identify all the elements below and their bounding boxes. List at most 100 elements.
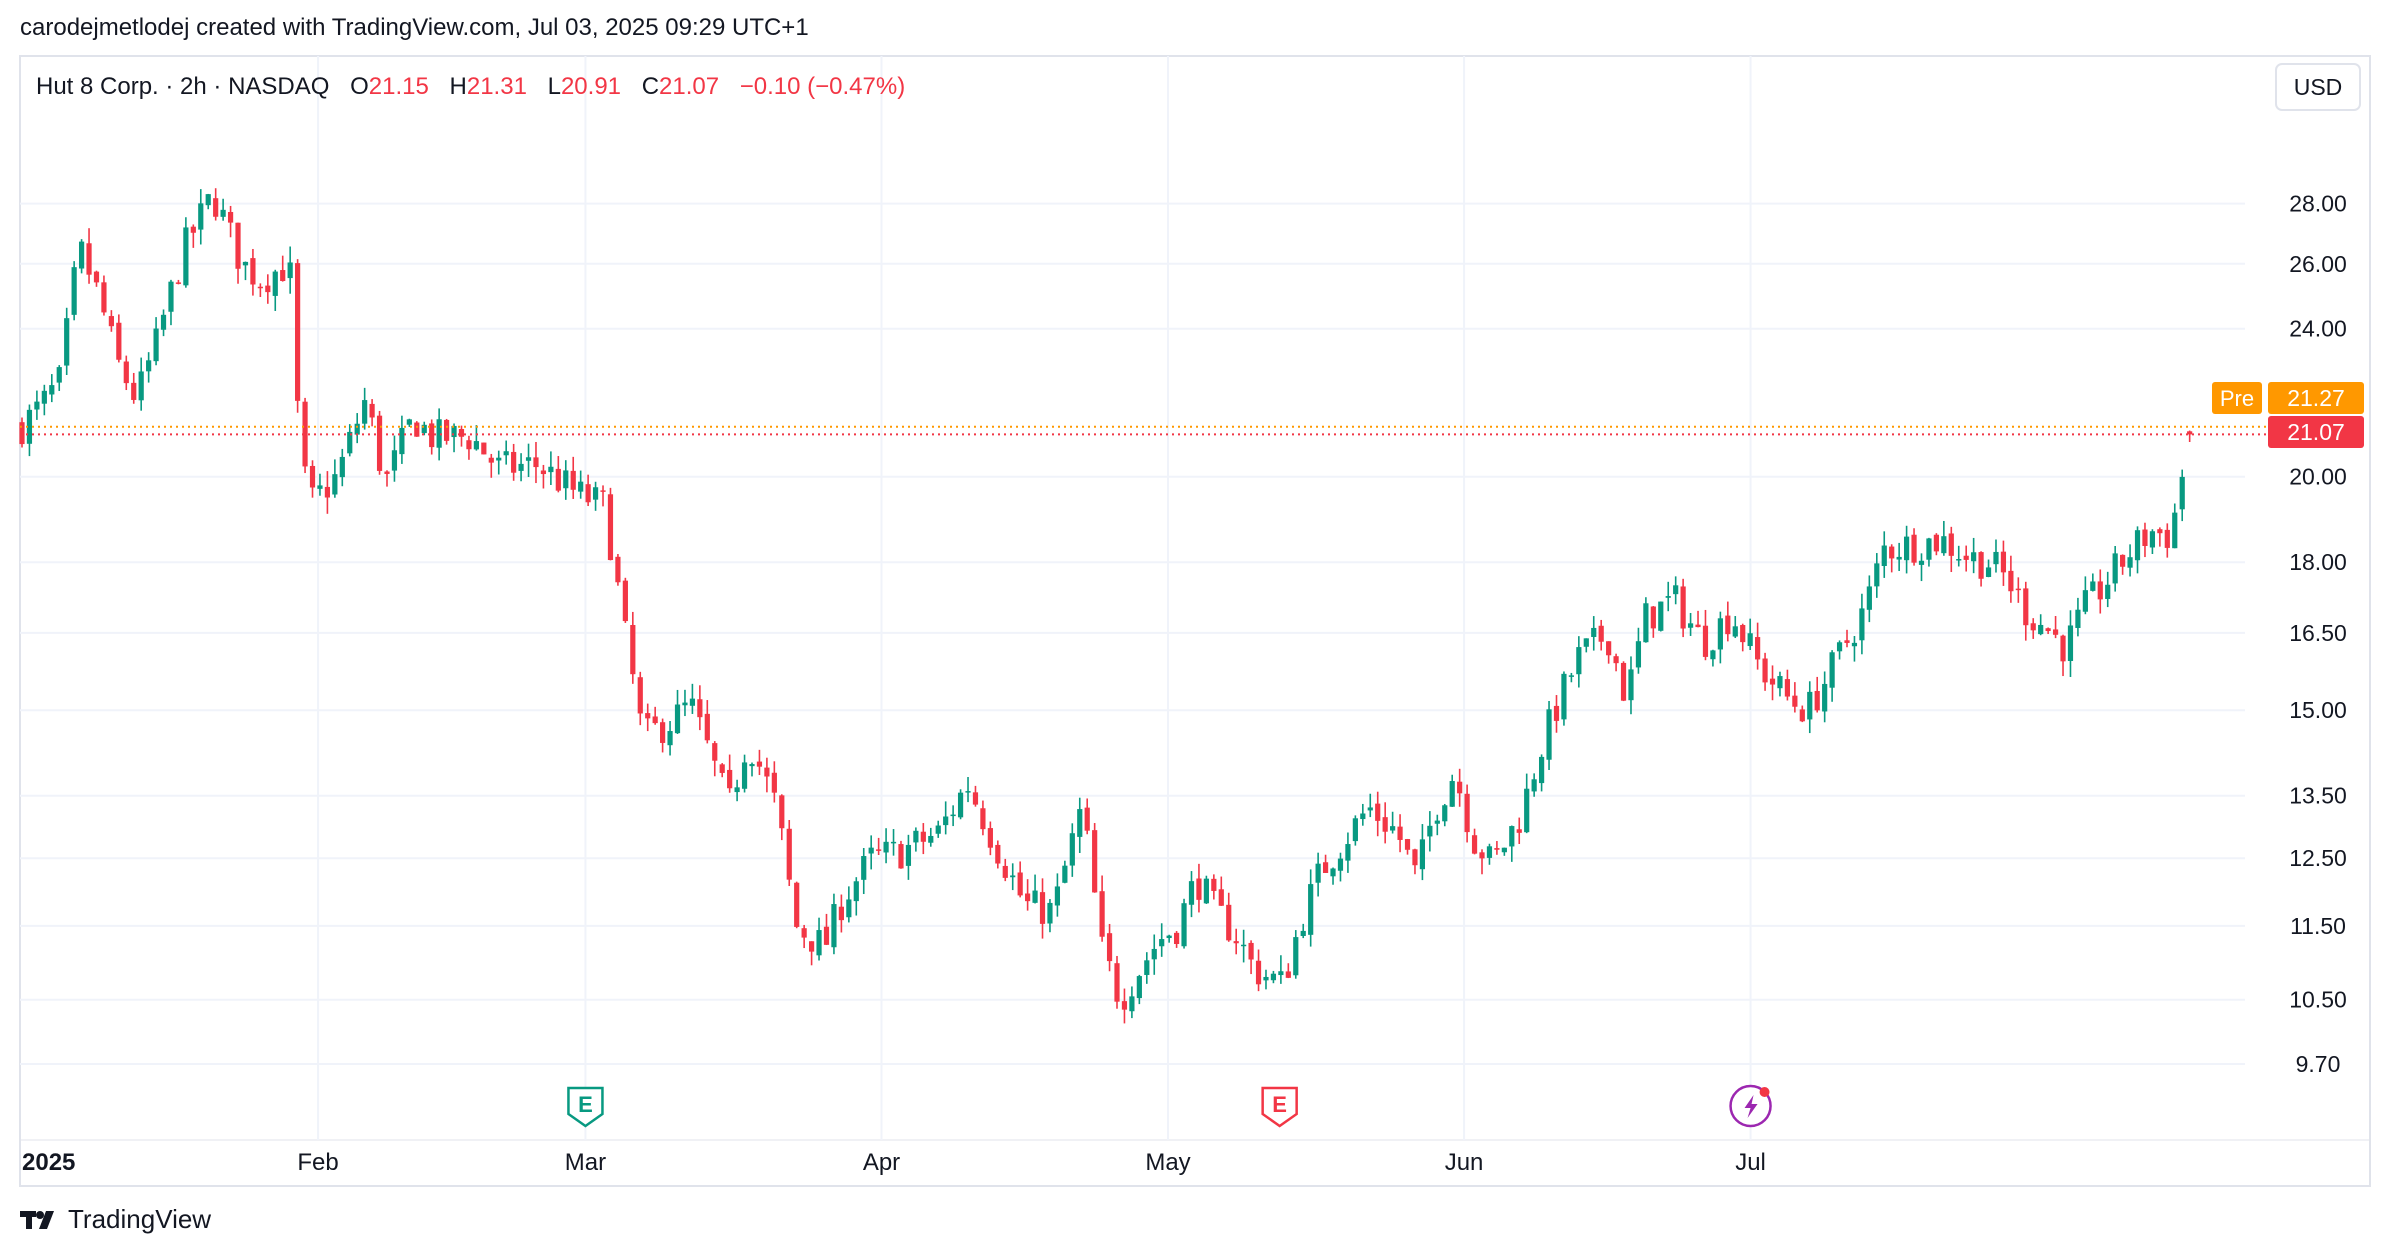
candle — [198, 189, 204, 245]
candle — [1978, 551, 1984, 587]
candle — [935, 820, 941, 838]
candle — [779, 794, 785, 841]
legend: Hut 8 Corp. · 2h · NASDAQ O21.15 H21.31 … — [36, 73, 905, 100]
candle — [533, 441, 539, 484]
candle — [794, 881, 800, 929]
candle — [1933, 533, 1939, 556]
candle — [1501, 847, 1507, 856]
candle — [861, 847, 867, 895]
candle — [950, 805, 956, 827]
candle — [1583, 638, 1589, 653]
candle — [1106, 923, 1113, 972]
candle — [1352, 815, 1358, 846]
candle — [190, 224, 196, 248]
candle — [250, 248, 256, 296]
last-price-value: 21.07 — [2287, 419, 2345, 445]
candle — [1971, 537, 1977, 574]
candle — [78, 239, 85, 274]
flash-event-icon[interactable] — [1729, 1084, 1772, 1128]
candle — [116, 314, 122, 363]
candle — [1025, 879, 1031, 911]
candle — [592, 481, 599, 511]
candle — [1941, 520, 1947, 556]
candle — [1300, 923, 1306, 939]
chart-caption: carodejmetlodej created with TradingView… — [20, 14, 809, 41]
tradingview-logo-icon — [20, 1210, 54, 1229]
candle — [2112, 545, 2118, 592]
candle — [235, 222, 241, 284]
candle — [1874, 553, 1880, 598]
y-tick-label: 18.00 — [2289, 549, 2347, 575]
x-tick-label: Mar — [565, 1149, 606, 1176]
earnings-event-icon[interactable]: E — [567, 1086, 604, 1128]
currency-button[interactable]: USD — [2275, 63, 2361, 111]
candle — [808, 941, 815, 966]
candle — [1166, 934, 1172, 943]
candle — [287, 246, 293, 294]
earnings-event-icon[interactable]: E — [1261, 1086, 1298, 1128]
tradingview-brand[interactable]: TradingView — [20, 1204, 211, 1235]
candle — [518, 453, 524, 482]
candle — [1419, 824, 1426, 881]
price-lines — [20, 425, 2268, 436]
candle — [1494, 841, 1500, 855]
candle — [1553, 695, 1560, 733]
candle — [1650, 606, 1656, 638]
candle — [555, 456, 561, 493]
candle — [682, 689, 688, 717]
candle — [1859, 593, 1865, 655]
candle — [2000, 540, 2007, 586]
candle — [1457, 768, 1463, 807]
candle — [1054, 873, 1061, 917]
candle — [458, 425, 465, 447]
candle — [146, 352, 152, 383]
candle — [1278, 955, 1284, 984]
candle — [205, 193, 211, 210]
pre-value: 21.27 — [2287, 385, 2345, 411]
candle — [1129, 986, 1135, 1019]
candle — [227, 205, 234, 238]
candle — [540, 464, 547, 489]
legend-high-label: H — [450, 73, 467, 100]
grid — [20, 56, 2245, 1140]
candle — [1285, 963, 1291, 979]
candle — [756, 749, 763, 776]
candle — [727, 754, 733, 793]
candle — [1963, 545, 1969, 572]
candle — [1427, 811, 1433, 852]
candle — [2172, 503, 2178, 549]
candle — [2187, 430, 2193, 443]
candle — [1561, 671, 1567, 726]
candle — [660, 718, 666, 753]
candle — [674, 689, 681, 735]
y-tick-label: 13.50 — [2289, 783, 2347, 809]
candle — [175, 279, 182, 285]
candle — [26, 404, 33, 457]
candle — [2090, 573, 2096, 592]
candle — [2120, 554, 2126, 575]
y-tick-label: 28.00 — [2289, 191, 2347, 217]
candle — [823, 913, 830, 946]
candle — [868, 835, 874, 870]
candle — [1092, 823, 1098, 893]
last-price-badge: 21.07 — [2268, 416, 2364, 448]
candle — [1136, 974, 1142, 1005]
candle — [101, 275, 107, 316]
candle — [1591, 616, 1597, 651]
candle — [309, 460, 316, 498]
candle — [1918, 553, 1925, 582]
candle — [123, 355, 129, 391]
candle — [1330, 867, 1336, 885]
candle — [1270, 970, 1277, 984]
candle — [1308, 869, 1314, 947]
candle — [637, 671, 643, 726]
candle — [354, 413, 360, 444]
candle — [1620, 661, 1627, 702]
candle — [1881, 531, 1887, 578]
candle — [1039, 878, 1046, 939]
candle — [1769, 665, 1776, 701]
candle — [1434, 814, 1440, 836]
candle — [2179, 469, 2185, 522]
